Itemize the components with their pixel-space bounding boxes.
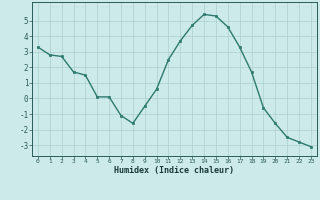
- X-axis label: Humidex (Indice chaleur): Humidex (Indice chaleur): [115, 166, 234, 175]
